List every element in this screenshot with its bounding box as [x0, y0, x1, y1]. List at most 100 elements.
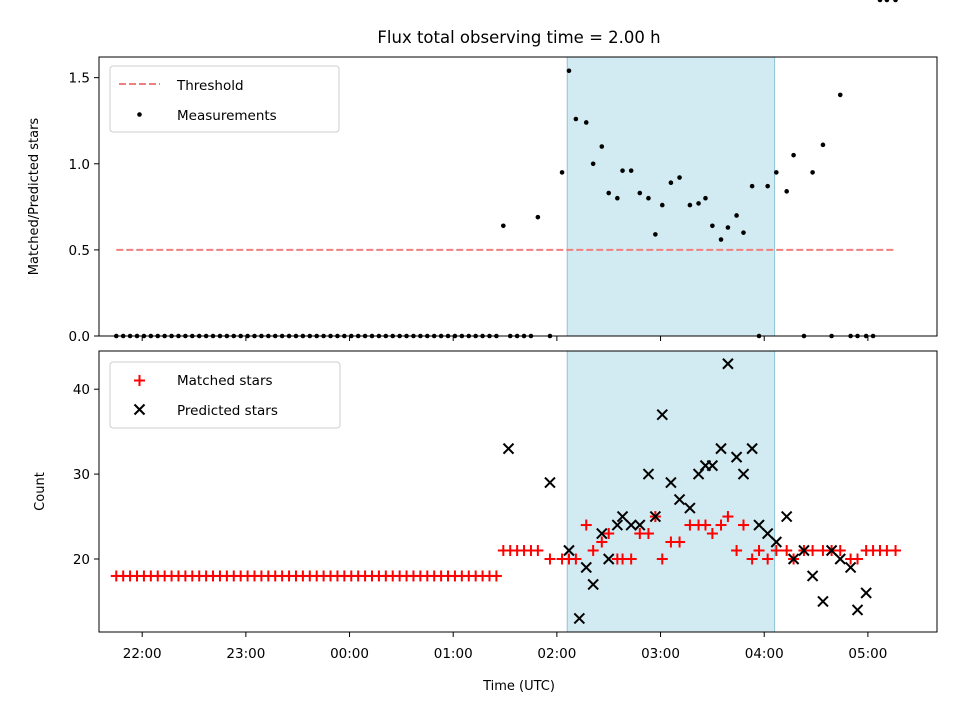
matched-star-point — [762, 553, 774, 565]
measurement-point — [583, 120, 589, 125]
measurement-point — [734, 213, 739, 218]
y-tick-label: 20 — [73, 552, 90, 568]
matched-star-point — [625, 553, 637, 565]
predicted-star-point — [587, 578, 599, 591]
measurement-point — [653, 232, 658, 237]
bottom-y-ticks: 20 30 40 — [73, 382, 99, 568]
measurement-point — [668, 180, 674, 186]
predicted-star-point — [780, 510, 793, 523]
x-tick-label: 03:00 — [641, 646, 680, 662]
predicted-star-point — [834, 553, 846, 565]
predicted-star-point — [860, 587, 872, 599]
matched-star-point — [781, 545, 793, 557]
predicted-star-point — [761, 527, 774, 540]
predicted-star-point — [596, 527, 608, 540]
measurement-point — [774, 170, 779, 175]
measurement-point — [784, 189, 789, 194]
predicted-star-point — [502, 442, 515, 455]
measurement-point — [501, 223, 506, 229]
measurement-point — [566, 68, 572, 74]
matched-star-point — [603, 528, 615, 540]
matched-star-point — [807, 545, 819, 557]
measurement-point — [791, 152, 796, 158]
predicted-star-point — [580, 561, 592, 574]
predicted-star-point — [770, 536, 783, 548]
predicted-star-point — [798, 544, 810, 557]
measurement-point — [893, 0, 898, 3]
matched-star-point — [587, 545, 599, 557]
legend-matched-swatch — [134, 375, 145, 386]
measurement-point — [820, 142, 826, 148]
measurement-point — [535, 214, 541, 220]
predicted-star-point — [573, 612, 586, 625]
measurement-point — [725, 225, 731, 230]
top-y-ticks: 0.0 0.5 1.0 1.5 — [69, 71, 99, 345]
legend-measurement-swatch — [137, 112, 142, 117]
matched-star-point — [770, 545, 782, 557]
predicted-star-point — [722, 358, 734, 370]
top-legend-box — [109, 65, 340, 133]
predicted-star-point — [730, 451, 743, 463]
legend-predicted-swatch — [133, 403, 146, 416]
matched-star-point — [706, 528, 718, 540]
x-tick-label: 22:00 — [123, 646, 162, 662]
x-tick-label: 00:00 — [330, 646, 369, 662]
measurement-point — [659, 202, 665, 208]
measurement-point — [687, 202, 693, 208]
bottom-y-axis-label: Count — [33, 472, 48, 511]
measurement-point — [606, 190, 612, 196]
measurement-point — [677, 175, 682, 180]
measurement-point — [646, 195, 651, 201]
x-tick-label: 05:00 — [848, 646, 887, 662]
y-tick-label: 40 — [73, 382, 90, 398]
matched-star-point — [532, 545, 544, 557]
x-axis-label: Time (UTC) — [482, 679, 555, 694]
matched-star-point — [699, 519, 711, 531]
figure-title: Flux total observing time = 2.00 h — [377, 28, 660, 47]
top-x-ticks — [141, 336, 869, 341]
x-tick-label: 01:00 — [434, 646, 473, 662]
bottom-x-ticks: 22:00 23:00 00:00 01:00 02:00 03:00 04:00 05:00 — [123, 632, 887, 662]
legend-matched-label: Matched stars — [177, 373, 273, 389]
predicted-star-point — [787, 553, 800, 565]
predicted-star-point — [563, 544, 575, 557]
bottom-panel: 20 30 40 22:00 23:00 00:00 01:00 02:00 03:00 04:… — [33, 350, 938, 694]
predicted-star-point — [746, 442, 758, 455]
legend-measurements-label: Measurements — [177, 108, 277, 124]
bottom-shaded-span — [566, 350, 776, 633]
x-tick-label: 02:00 — [537, 646, 576, 662]
y-tick-label: 1.5 — [69, 71, 90, 87]
predicted-star-point — [806, 570, 819, 582]
predicted-star-point — [665, 476, 677, 489]
matched-star-point — [731, 545, 743, 557]
predicted-star-point — [603, 553, 615, 565]
measurement-point — [718, 237, 724, 242]
top-shaded-span — [566, 56, 776, 337]
measurement-point — [628, 168, 634, 173]
measurement-point — [741, 230, 746, 235]
measurement-point — [877, 0, 883, 3]
predicted-star-point — [625, 519, 637, 531]
bottom-legend-box — [109, 361, 341, 429]
bottom-legend: Matched stars Predicted stars — [109, 361, 341, 429]
matched-star-point — [674, 536, 686, 548]
bottom-plot-frame — [98, 350, 938, 633]
matched-star-point — [656, 553, 668, 565]
measurement-point — [884, 0, 890, 3]
predicted-star-point — [673, 493, 686, 506]
measurement-point — [703, 195, 708, 201]
predicted-star-point — [544, 476, 556, 489]
predicted-star-point — [737, 468, 750, 480]
predicted-star-point — [642, 468, 655, 480]
measurement-point — [837, 92, 843, 98]
predicted-star-point — [634, 519, 646, 531]
matched-star-point — [746, 553, 758, 565]
matched-star-point — [715, 519, 727, 531]
legend-predicted-label: Predicted stars — [177, 403, 278, 419]
legend-threshold-label: Threshold — [176, 78, 244, 94]
measurement-point — [696, 201, 701, 206]
top-plot-frame — [98, 56, 938, 337]
matched-star-point — [544, 553, 556, 565]
matched-star-point — [596, 536, 608, 548]
